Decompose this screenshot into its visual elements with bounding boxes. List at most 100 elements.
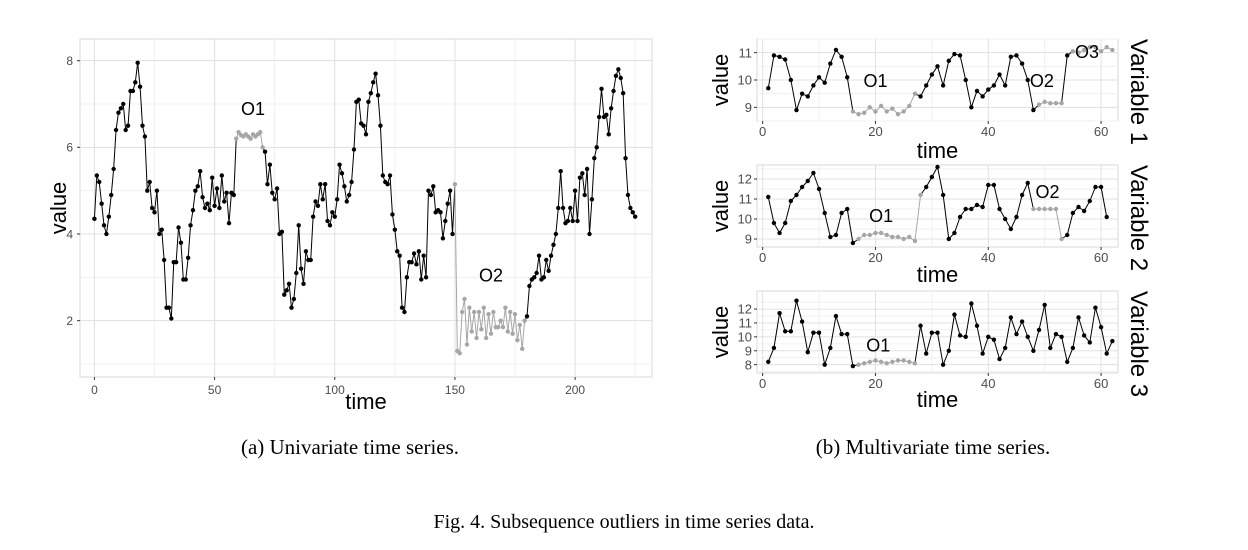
series-segment xyxy=(488,314,492,334)
data-point xyxy=(969,301,974,306)
series-segment xyxy=(920,325,927,354)
series-segment xyxy=(543,259,547,278)
outlier-point xyxy=(520,346,525,352)
data-point xyxy=(833,232,839,238)
data-point xyxy=(111,166,116,172)
data-point xyxy=(957,333,963,338)
x-tick-label: 200 xyxy=(565,383,585,397)
data-point xyxy=(308,257,313,263)
data-point xyxy=(375,93,381,98)
series-segment xyxy=(218,175,223,209)
y-axis-title: value xyxy=(708,306,733,359)
outlier-point xyxy=(508,309,513,315)
data-point xyxy=(991,182,997,188)
data-point xyxy=(1014,214,1019,220)
y-tick-label: 11 xyxy=(739,45,753,60)
data-point xyxy=(816,330,822,335)
series-segment xyxy=(170,262,175,319)
data-point xyxy=(771,345,777,351)
y-tick-label: 12 xyxy=(738,302,752,317)
series-segment xyxy=(993,339,1001,360)
data-point xyxy=(766,359,771,365)
data-point xyxy=(284,288,289,293)
data-point xyxy=(589,197,595,202)
series-segment xyxy=(514,314,518,341)
series-segment xyxy=(459,311,463,354)
outlier-point xyxy=(907,234,912,240)
data-point xyxy=(811,330,816,335)
series-segment xyxy=(937,166,944,196)
data-point xyxy=(608,106,614,111)
data-point xyxy=(450,231,455,237)
data-point xyxy=(416,249,422,254)
data-point xyxy=(1098,324,1104,330)
series-segment xyxy=(504,307,509,332)
facet-strip-label: Variable 1 xyxy=(1125,39,1152,145)
series-segment xyxy=(452,184,456,235)
x-tick-label: 0 xyxy=(759,124,766,139)
data-point xyxy=(986,182,991,188)
outlier-point xyxy=(500,324,506,330)
data-point xyxy=(604,112,609,118)
data-point xyxy=(267,162,273,167)
data-point xyxy=(346,192,352,198)
data-point xyxy=(130,88,136,94)
data-point xyxy=(599,86,604,92)
series-segment xyxy=(1021,63,1029,81)
outlier-point xyxy=(469,329,474,334)
outlier-point xyxy=(861,110,867,116)
data-point xyxy=(322,181,328,187)
data-point xyxy=(145,188,150,193)
data-point xyxy=(536,253,542,258)
data-point xyxy=(140,123,145,128)
outlier-point xyxy=(867,105,873,110)
data-point xyxy=(570,218,575,224)
series-segment xyxy=(1100,186,1108,218)
outlier-point xyxy=(1053,206,1059,212)
outlier-annotation-o3: O3 xyxy=(1075,42,1099,62)
series-segment xyxy=(365,101,369,135)
data-point xyxy=(558,168,563,174)
series-segment xyxy=(1016,321,1023,335)
data-point xyxy=(957,53,963,58)
figure-caption: Fig. 4. Subsequence outliers in time ser… xyxy=(433,511,814,533)
series-segment xyxy=(293,272,297,300)
data-point xyxy=(303,249,309,254)
data-point xyxy=(777,230,782,236)
variable-2-chart: 0 20 40 60 9 10 11 12 O1 O2 time value Variable 2 xyxy=(708,164,1152,287)
data-point xyxy=(327,223,333,228)
series-segment xyxy=(914,194,922,242)
series-segment xyxy=(567,207,571,222)
data-point xyxy=(783,329,788,334)
data-point xyxy=(423,275,429,280)
data-point xyxy=(551,242,556,248)
outlier-point xyxy=(236,129,241,135)
data-point xyxy=(1014,53,1019,58)
y-tick-label: 6 xyxy=(66,141,73,155)
data-point xyxy=(212,203,217,209)
data-point xyxy=(974,323,980,328)
outlier-point xyxy=(1076,50,1081,55)
data-point xyxy=(445,201,450,206)
series-segment xyxy=(490,311,494,334)
y-tick-label: 2 xyxy=(66,314,73,328)
data-point xyxy=(380,173,386,178)
series-segment xyxy=(516,324,521,341)
series-segment xyxy=(312,201,317,217)
data-point xyxy=(839,331,844,337)
data-point xyxy=(794,298,799,303)
data-point xyxy=(325,218,330,224)
data-point xyxy=(411,251,417,256)
series-segment xyxy=(572,190,576,222)
data-point xyxy=(777,54,782,59)
outlier-point xyxy=(907,103,912,109)
data-point xyxy=(368,90,374,96)
outlier-annotation-o1: O1 xyxy=(241,99,265,119)
series-segment xyxy=(790,300,797,332)
data-point xyxy=(94,173,100,178)
data-point xyxy=(298,266,304,271)
outlier-point xyxy=(1087,45,1092,50)
data-point xyxy=(541,275,547,280)
x-tick-label: 40 xyxy=(981,124,995,139)
data-point xyxy=(1093,305,1098,310)
